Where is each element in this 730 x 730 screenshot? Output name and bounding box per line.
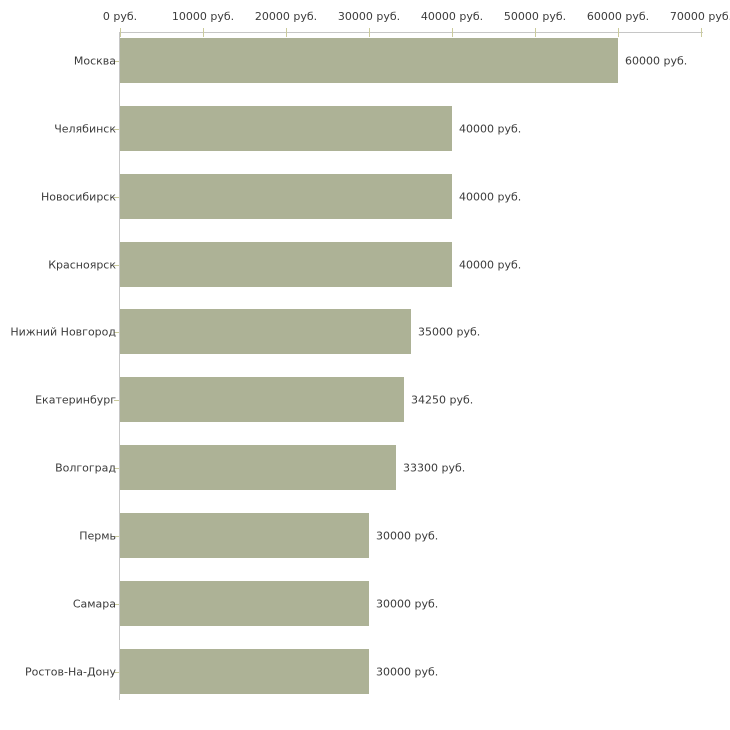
- bar: [120, 445, 396, 490]
- x-axis-tick: [203, 28, 204, 37]
- bar: [120, 581, 369, 626]
- x-axis-line: [120, 32, 703, 33]
- x-axis-tick: [120, 28, 121, 37]
- value-label: 40000 руб.: [459, 258, 522, 271]
- bar: [120, 309, 411, 354]
- value-label: 60000 руб.: [625, 54, 688, 67]
- value-label: 30000 руб.: [376, 665, 439, 678]
- value-label: 35000 руб.: [418, 325, 481, 338]
- category-label: Екатеринбург: [35, 393, 116, 406]
- category-tick: [114, 61, 119, 62]
- category-label: Челябинск: [54, 122, 116, 135]
- bar: [120, 513, 369, 558]
- category-label: Москва: [73, 54, 116, 67]
- bar: [120, 377, 404, 422]
- category-tick: [114, 400, 119, 401]
- value-label: 30000 руб.: [376, 529, 439, 542]
- x-axis-tick: [618, 28, 619, 37]
- category-tick: [114, 129, 119, 130]
- category-label: Новосибирск: [40, 190, 116, 203]
- category-tick: [114, 265, 119, 266]
- x-axis-tick-label: 0 руб.: [102, 10, 138, 23]
- x-axis-tick: [286, 28, 287, 37]
- category-tick: [114, 672, 119, 673]
- category-label: Самара: [72, 597, 116, 610]
- x-axis-tick-label: 30000 руб.: [337, 10, 401, 23]
- x-axis-tick: [535, 28, 536, 37]
- bar: [120, 106, 452, 151]
- value-label: 40000 руб.: [459, 122, 522, 135]
- category-tick: [114, 604, 119, 605]
- x-axis-tick-label: 70000 руб.: [669, 10, 730, 23]
- y-axis-line: [119, 32, 120, 700]
- x-axis-tick-label: 20000 руб.: [254, 10, 318, 23]
- bar: [120, 649, 369, 694]
- category-label: Нижний Новгород: [10, 325, 116, 338]
- x-axis-tick-label: 40000 руб.: [420, 10, 484, 23]
- value-label: 34250 руб.: [411, 393, 474, 406]
- category-label: Волгоград: [55, 461, 116, 474]
- value-label: 33300 руб.: [403, 461, 466, 474]
- category-tick: [114, 536, 119, 537]
- category-tick: [114, 197, 119, 198]
- category-tick: [114, 468, 119, 469]
- bar: [120, 174, 452, 219]
- x-axis-tick: [701, 28, 702, 37]
- value-label: 40000 руб.: [459, 190, 522, 203]
- x-axis-tick-label: 10000 руб.: [171, 10, 235, 23]
- category-tick: [114, 332, 119, 333]
- category-label: Ростов-На-Дону: [24, 665, 116, 678]
- bar: [120, 38, 618, 83]
- value-label: 30000 руб.: [376, 597, 439, 610]
- category-label: Пермь: [79, 529, 116, 542]
- category-label: Красноярск: [48, 258, 116, 271]
- bar: [120, 242, 452, 287]
- x-axis-tick-label: 50000 руб.: [503, 10, 567, 23]
- x-axis-tick-label: 60000 руб.: [586, 10, 650, 23]
- x-axis-tick: [452, 28, 453, 37]
- x-axis-tick: [369, 28, 370, 37]
